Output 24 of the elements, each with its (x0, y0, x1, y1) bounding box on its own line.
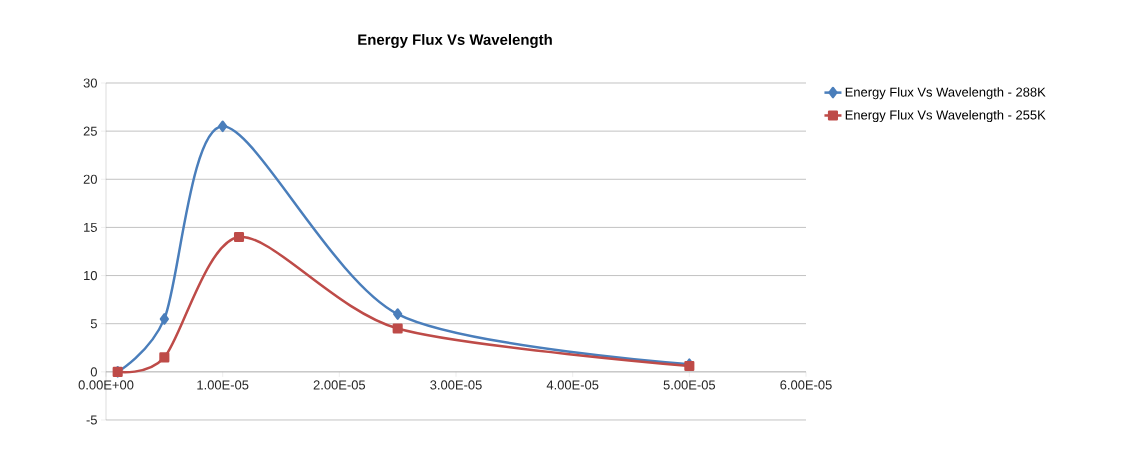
point (218, 120, 228, 133)
y-tick-label: -5 (86, 415, 97, 425)
y-tick-label: 20 (83, 174, 97, 184)
point (392, 323, 403, 334)
chart-title: Energy Flux Vs Wavelength (358, 33, 552, 48)
x-tick-label: 5.00E-05 (663, 380, 716, 390)
y-tick-label: 10 (84, 270, 97, 281)
point (159, 313, 169, 325)
x-tick-label: 2.00E-05 (313, 380, 366, 390)
point (159, 352, 170, 363)
legend-label: Energy Flux Vs Wavelength - 255K (845, 110, 1046, 123)
x-tick-label: 1.00E-05 (197, 380, 249, 390)
point (233, 231, 245, 243)
x-tick-label: 3.00E-05 (430, 380, 482, 390)
point (393, 308, 403, 320)
y-tick-label: 5 (90, 319, 97, 329)
y-tick-label: 30 (83, 78, 97, 88)
x-tick-label: 0.00E+00 (78, 380, 134, 390)
y-tick-label: 15 (84, 222, 97, 232)
y-tick-label: 25 (83, 126, 97, 136)
x-tick-label: 4.00E-05 (546, 380, 599, 390)
x-tick-label: 6.00E-05 (780, 380, 832, 390)
y-tick-label: 0 (90, 367, 97, 377)
legend-label: Energy Flux Vs Wavelength - 288K (845, 87, 1046, 100)
